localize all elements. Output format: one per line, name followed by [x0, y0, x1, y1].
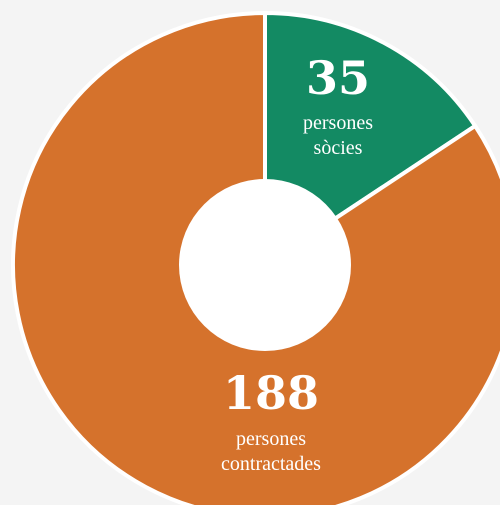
donut-hole: [179, 179, 351, 351]
slice-label-contractades-line1: persones: [236, 428, 306, 450]
slice-label-contractades-line2: contractades: [221, 453, 321, 475]
slice-label-socies-line2: sòcies: [314, 137, 363, 159]
slice-value-contractades: 188: [223, 366, 319, 420]
slice-value-socies: 35: [306, 51, 370, 105]
slice-label-socies-line1: persones: [303, 112, 373, 134]
